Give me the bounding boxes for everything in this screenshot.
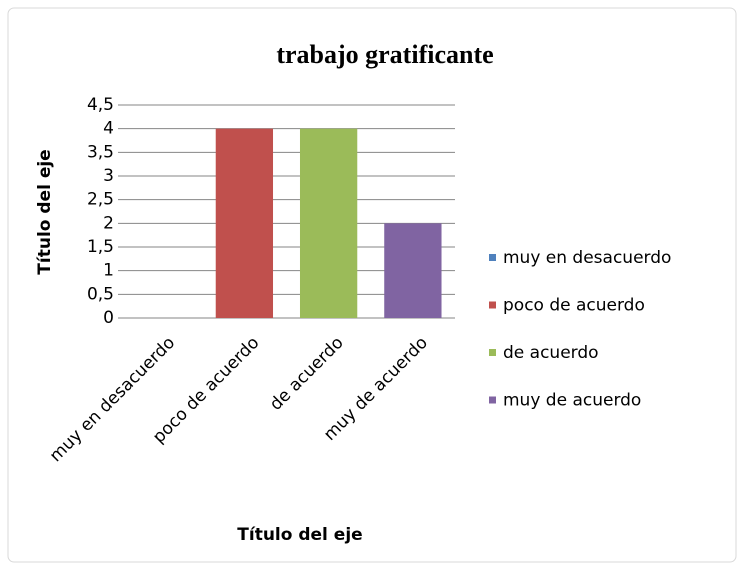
- y-tick-label: 2,5: [87, 190, 114, 210]
- y-tick-label: 4: [103, 119, 114, 139]
- bar: [215, 128, 274, 318]
- legend-swatch: [489, 349, 496, 356]
- y-axis-title: Título del eje: [35, 149, 55, 274]
- legend-label: de acuerdo: [503, 343, 599, 363]
- legend-swatch: [489, 301, 496, 309]
- x-axis-title: Título del eje: [237, 525, 362, 545]
- legend-label: muy en desacuerdo: [503, 248, 671, 268]
- legend-swatch: [489, 396, 496, 404]
- y-tick-label: 0: [103, 308, 114, 328]
- legend-label: muy de acuerdo: [503, 391, 641, 411]
- legend-label: poco de acuerdo: [503, 296, 645, 316]
- y-tick-label: 0,5: [87, 284, 114, 304]
- bar: [299, 128, 358, 318]
- y-tick-label: 4,5: [87, 95, 114, 115]
- chart-border: [7, 7, 737, 563]
- y-tick-label: 2: [103, 213, 114, 233]
- y-tick-label: 3,5: [87, 142, 114, 162]
- chart-title: trabajo gratificante: [276, 40, 493, 69]
- y-tick-label: 1: [103, 261, 114, 281]
- y-tick-label: 1,5: [87, 237, 114, 257]
- y-tick-label: 3: [103, 166, 114, 186]
- bar: [384, 223, 442, 318]
- legend-swatch: [489, 254, 496, 261]
